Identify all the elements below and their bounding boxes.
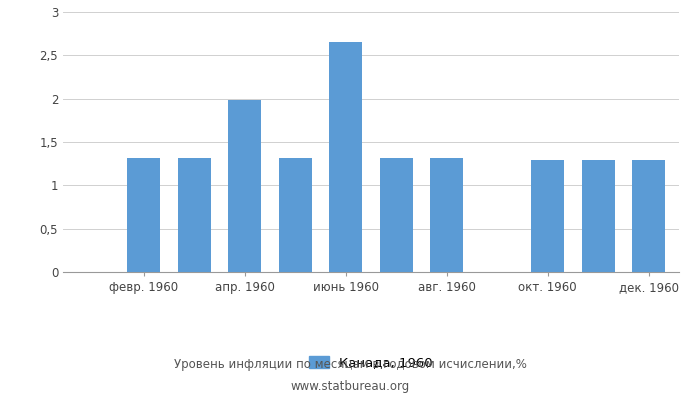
Bar: [127, 158, 160, 272]
Bar: [531, 160, 564, 272]
Bar: [228, 100, 261, 272]
Bar: [582, 160, 615, 272]
Bar: [279, 158, 312, 272]
Bar: [632, 160, 665, 272]
Bar: [380, 158, 413, 272]
Text: Уровень инфляции по месяцам в годовом исчислении,%: Уровень инфляции по месяцам в годовом ис…: [174, 358, 526, 371]
Bar: [178, 158, 211, 272]
Bar: [329, 42, 362, 272]
Bar: [430, 158, 463, 272]
Legend: Канада, 1960: Канада, 1960: [304, 351, 438, 375]
Text: www.statbureau.org: www.statbureau.org: [290, 380, 410, 393]
